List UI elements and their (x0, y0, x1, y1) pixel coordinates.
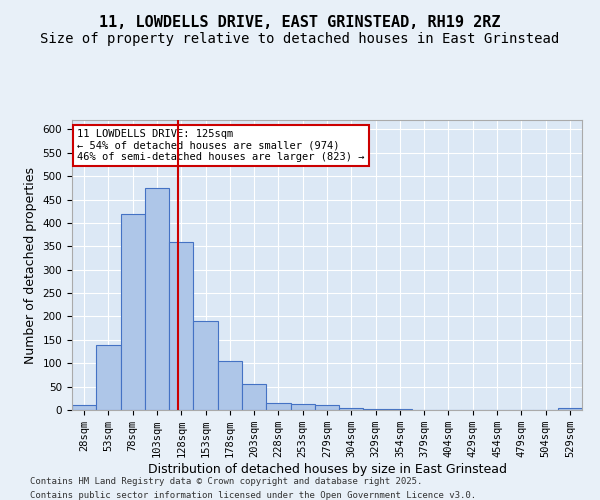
Bar (96, 344, 121, 410)
Bar (169, 242, 193, 410)
Text: Size of property relative to detached houses in East Grinstead: Size of property relative to detached ho… (40, 32, 560, 46)
Bar (364, 408, 388, 410)
Bar (72, 406, 96, 410)
Y-axis label: Number of detached properties: Number of detached properties (24, 166, 37, 364)
Bar (145, 188, 169, 410)
Bar (266, 403, 290, 410)
Text: 11, LOWDELLS DRIVE, EAST GRINSTEAD, RH19 2RZ: 11, LOWDELLS DRIVE, EAST GRINSTEAD, RH19… (99, 15, 501, 30)
Bar (242, 384, 266, 410)
Text: 11 LOWDELLS DRIVE: 125sqm
← 54% of detached houses are smaller (974)
46% of semi: 11 LOWDELLS DRIVE: 125sqm ← 54% of detac… (77, 128, 365, 162)
Bar (388, 409, 412, 410)
Bar (193, 321, 218, 410)
X-axis label: Distribution of detached houses by size in East Grinstead: Distribution of detached houses by size … (148, 463, 506, 476)
Text: Contains public sector information licensed under the Open Government Licence v3: Contains public sector information licen… (30, 491, 476, 500)
Text: Contains HM Land Registry data © Crown copyright and database right 2025.: Contains HM Land Registry data © Crown c… (30, 478, 422, 486)
Bar (558, 408, 582, 410)
Bar (218, 361, 242, 410)
Bar (339, 408, 364, 410)
Bar (290, 404, 315, 410)
Bar (121, 214, 145, 410)
Bar (315, 406, 339, 410)
